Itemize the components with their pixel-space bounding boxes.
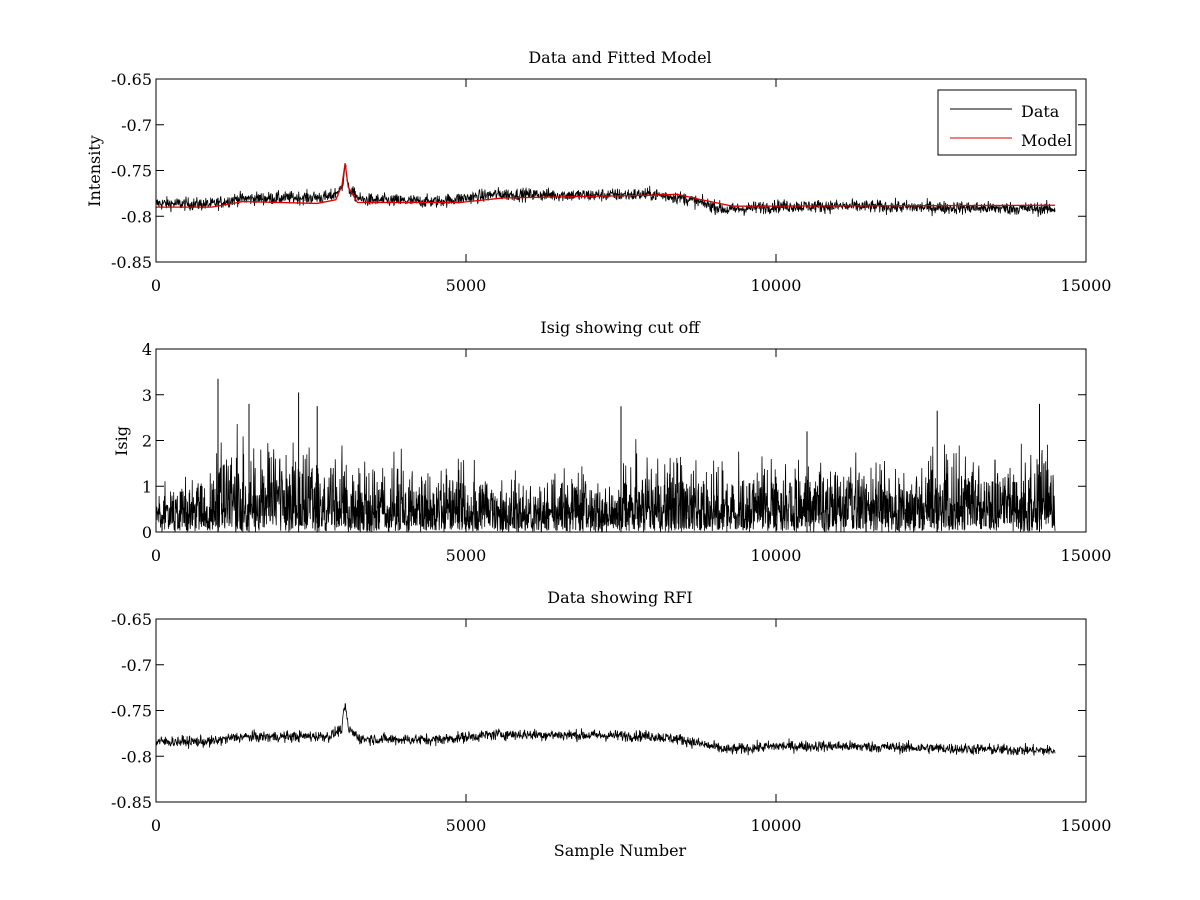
y-tick-label: -0.75: [111, 162, 152, 181]
y-tick-label: 1: [142, 477, 152, 496]
y-tick-label: -0.65: [111, 610, 152, 629]
y-tick-label: 2: [142, 432, 152, 451]
panel-1-legend: Data Model: [937, 89, 1077, 156]
panel-3-series: [155, 703, 1056, 756]
panel-isig-showing-cut-off: Isig showing cut off Isig 0 5000 10000 1500…: [112, 318, 1111, 565]
panel-2-title: Isig showing cut off: [540, 318, 701, 337]
panel-2-series: [155, 378, 1056, 533]
y-tick-label: 4: [142, 340, 152, 359]
y-tick-label: -0.7: [121, 116, 152, 135]
panel-2-ticks: 0 5000 10000 15000 0 1 2 3 4: [142, 340, 1112, 565]
y-tick-label: -0.85: [111, 793, 152, 812]
panel-3-title: Data showing RFI: [547, 588, 692, 607]
x-tick-label: 5000: [446, 546, 487, 565]
series-line-isig: [155, 424, 1056, 533]
panel-1-ticks: 0 5000 10000 15000 -0.85 -0.8 -0.75 -0.7 -0.65: [111, 70, 1111, 295]
panel-3-xlabel: Sample Number: [554, 841, 687, 860]
x-tick-label: 0: [151, 546, 161, 565]
x-tick-label: 0: [151, 276, 161, 295]
x-tick-label: 15000: [1061, 546, 1112, 565]
y-tick-label: -0.8: [121, 747, 152, 766]
y-tick-label: -0.7: [121, 656, 152, 675]
panel-1-series: [155, 163, 1056, 217]
legend-data-label: Data: [1021, 102, 1060, 121]
panel-1-title: Data and Fitted Model: [528, 48, 711, 67]
panel-2-ylabel: Isig: [112, 426, 131, 456]
x-tick-label: 10000: [751, 276, 802, 295]
y-tick-label: -0.75: [111, 702, 152, 721]
y-tick-label: -0.8: [121, 207, 152, 226]
y-tick-label: -0.85: [111, 253, 152, 272]
x-tick-label: 5000: [446, 816, 487, 835]
x-tick-label: 0: [151, 816, 161, 835]
x-tick-label: 15000: [1061, 276, 1112, 295]
panel-data-and-fitted-model: Data and Fitted Model Intensity 0 5000 100…: [85, 48, 1111, 295]
x-tick-label: 5000: [446, 276, 487, 295]
y-tick-label: 3: [142, 386, 152, 405]
series-line-model: [156, 163, 1056, 208]
panel-3-ticks: 0 5000 10000 15000 -0.85 -0.8 -0.75 -0.7 -0.65: [111, 610, 1111, 835]
x-tick-label: 10000: [751, 816, 802, 835]
legend-model-label: Model: [1021, 131, 1072, 150]
panel-data-showing-rfi: Data showing RFI 0 5000 10000 15000 -0.85 -0.…: [111, 588, 1111, 860]
y-tick-label: -0.65: [111, 70, 152, 89]
x-tick-label: 10000: [751, 546, 802, 565]
series-line-data: [155, 703, 1056, 756]
legend-box: [937, 89, 1077, 156]
x-tick-label: 15000: [1061, 816, 1112, 835]
panel-1-ylabel: Intensity: [85, 135, 104, 207]
y-tick-label: 0: [142, 523, 152, 542]
